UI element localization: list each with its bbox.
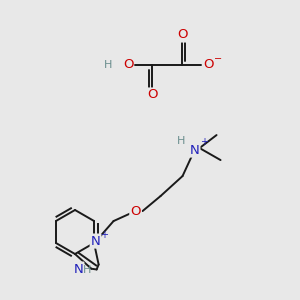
- Text: O: O: [130, 205, 141, 218]
- Text: H: H: [104, 60, 112, 70]
- Text: +: +: [200, 137, 208, 147]
- Text: −: −: [214, 54, 222, 64]
- Text: O: O: [203, 58, 213, 71]
- Text: N: N: [91, 235, 100, 248]
- Text: O: O: [147, 88, 157, 101]
- Text: O: O: [177, 28, 187, 41]
- Text: H: H: [177, 136, 186, 146]
- Text: N: N: [190, 144, 200, 157]
- Text: +: +: [100, 230, 108, 240]
- Text: H: H: [83, 265, 92, 275]
- Text: O: O: [123, 58, 133, 71]
- Text: N: N: [74, 262, 83, 276]
